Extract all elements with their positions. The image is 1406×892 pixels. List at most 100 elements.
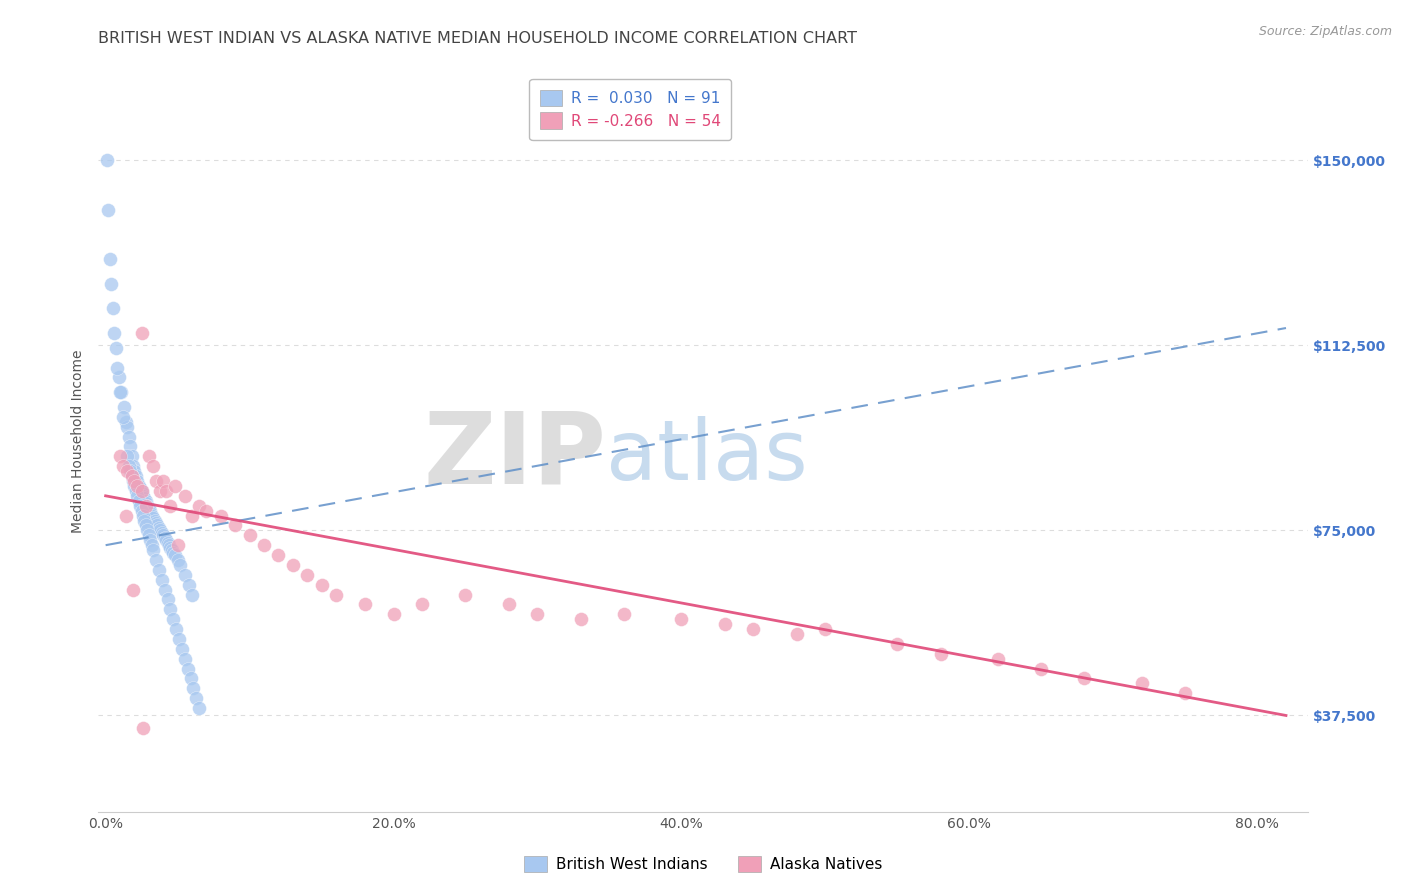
Point	[153, 582, 176, 597]
Point	[188, 701, 211, 715]
Point	[131, 483, 153, 498]
Point	[148, 563, 170, 577]
Point	[149, 483, 172, 498]
Point	[411, 598, 433, 612]
Point	[209, 508, 232, 523]
Point	[146, 518, 169, 533]
Point	[112, 400, 135, 414]
Point	[162, 612, 184, 626]
Point	[136, 524, 159, 538]
Point	[135, 518, 157, 533]
Point	[121, 450, 143, 464]
Point	[108, 385, 131, 400]
Point	[180, 672, 202, 686]
Text: ZIP: ZIP	[423, 408, 606, 505]
Point	[145, 553, 167, 567]
Point	[267, 548, 290, 562]
Point	[150, 573, 173, 587]
Point	[131, 486, 153, 500]
Point	[122, 459, 145, 474]
Point	[124, 474, 146, 488]
Point	[155, 533, 177, 548]
Point	[128, 493, 150, 508]
Legend: British West Indians, Alaska Natives: British West Indians, Alaska Natives	[516, 848, 890, 880]
Point	[179, 577, 201, 591]
Y-axis label: Median Household Income: Median Household Income	[72, 350, 86, 533]
Point	[114, 415, 136, 429]
Point	[139, 533, 162, 548]
Legend: R =  0.030   N = 91, R = -0.266   N = 54: R = 0.030 N = 91, R = -0.266 N = 54	[530, 79, 731, 140]
Point	[157, 538, 180, 552]
Point	[111, 409, 134, 424]
Point	[353, 598, 375, 612]
Point	[138, 501, 160, 516]
Point	[159, 602, 181, 616]
Point	[122, 474, 145, 488]
Point	[159, 541, 181, 555]
Point	[671, 612, 693, 626]
Point	[141, 508, 163, 523]
Point	[156, 535, 179, 549]
Point	[134, 491, 156, 506]
Point	[124, 464, 146, 478]
Point	[160, 543, 183, 558]
Point	[115, 450, 138, 464]
Point	[569, 612, 592, 626]
Point	[143, 514, 166, 528]
Point	[107, 370, 129, 384]
Point	[526, 607, 548, 622]
Point	[173, 651, 195, 665]
Point	[121, 469, 143, 483]
Point	[129, 482, 152, 496]
Point	[170, 641, 193, 656]
Point	[163, 548, 186, 562]
Point	[118, 459, 141, 474]
Point	[98, 252, 121, 266]
Point	[166, 538, 188, 552]
Point	[127, 474, 149, 488]
Point	[138, 450, 160, 464]
Point	[125, 469, 148, 483]
Point	[96, 153, 118, 168]
Point	[1174, 686, 1197, 700]
Point	[498, 598, 520, 612]
Point	[224, 518, 246, 533]
Point	[127, 479, 149, 493]
Point	[122, 582, 145, 597]
Point	[142, 511, 165, 525]
Point	[181, 508, 204, 523]
Point	[128, 479, 150, 493]
Point	[148, 521, 170, 535]
Point	[108, 450, 131, 464]
Point	[153, 531, 176, 545]
Point	[101, 301, 124, 316]
Point	[124, 479, 146, 493]
Point	[138, 528, 160, 542]
Point	[131, 326, 153, 340]
Point	[253, 538, 276, 552]
Point	[103, 326, 125, 340]
Point	[131, 503, 153, 517]
Point	[886, 637, 908, 651]
Point	[167, 632, 190, 646]
Point	[145, 474, 167, 488]
Point	[111, 459, 134, 474]
Point	[104, 341, 127, 355]
Point	[239, 528, 262, 542]
Point	[176, 662, 198, 676]
Point	[195, 503, 218, 517]
Point	[152, 474, 174, 488]
Point	[173, 567, 195, 582]
Point	[134, 514, 156, 528]
Point	[169, 558, 191, 572]
Point	[929, 647, 952, 661]
Point	[162, 546, 184, 560]
Text: BRITISH WEST INDIAN VS ALASKA NATIVE MEDIAN HOUSEHOLD INCOME CORRELATION CHART: BRITISH WEST INDIAN VS ALASKA NATIVE MED…	[98, 31, 858, 46]
Point	[136, 499, 159, 513]
Point	[131, 483, 153, 498]
Point	[814, 622, 837, 636]
Point	[110, 385, 132, 400]
Point	[1073, 672, 1095, 686]
Point	[120, 440, 142, 454]
Point	[382, 607, 405, 622]
